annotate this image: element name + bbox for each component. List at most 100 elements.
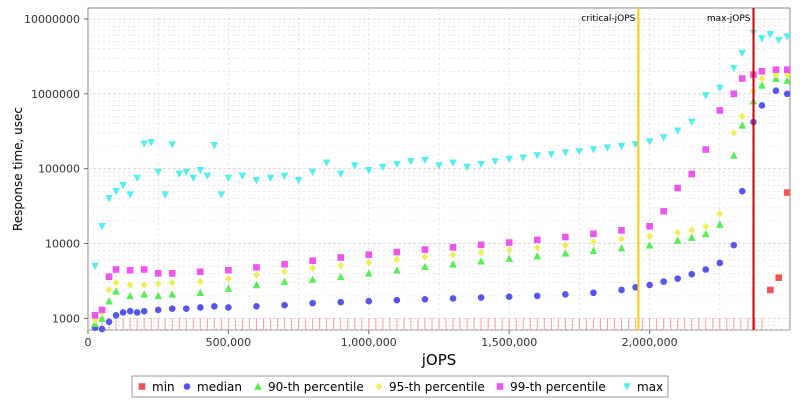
data-point xyxy=(238,172,247,180)
data-point xyxy=(112,266,120,273)
data-point xyxy=(561,249,570,257)
x-tick-label: 500,000 xyxy=(206,336,252,349)
legend-marker xyxy=(375,382,383,391)
data-point xyxy=(590,238,597,246)
data-point xyxy=(140,290,148,298)
data-point xyxy=(217,191,226,199)
data-point xyxy=(632,284,639,291)
series-min xyxy=(767,189,791,294)
data-point xyxy=(421,253,429,261)
legend-item: min xyxy=(138,380,175,394)
series-layer xyxy=(91,29,791,333)
data-point xyxy=(477,241,485,249)
data-point xyxy=(533,252,542,260)
data-point xyxy=(758,67,766,75)
reference-lines: critical-jOPS max-jOPS xyxy=(581,8,755,330)
data-point xyxy=(716,220,724,228)
data-point xyxy=(105,286,113,294)
data-point xyxy=(730,241,738,249)
data-point xyxy=(168,290,177,298)
data-point xyxy=(477,160,485,169)
data-point xyxy=(660,278,667,285)
legend-marker xyxy=(496,383,504,390)
data-point xyxy=(421,295,429,303)
data-point xyxy=(133,174,141,183)
data-point xyxy=(618,227,625,234)
data-point xyxy=(562,290,569,298)
data-point xyxy=(147,139,155,147)
data-point xyxy=(561,149,570,157)
data-point xyxy=(533,236,541,244)
data-point xyxy=(687,118,696,127)
y-tick-label: 1000000 xyxy=(31,88,80,101)
data-point xyxy=(112,187,120,196)
data-point xyxy=(126,307,134,315)
data-point xyxy=(337,298,345,306)
data-point xyxy=(575,148,584,156)
legend: min median 90-th percentile 95-th percentil… xyxy=(131,375,669,398)
legend-label: 95-th percentile xyxy=(389,380,485,394)
data-point xyxy=(393,160,401,169)
data-point xyxy=(783,189,791,196)
data-point xyxy=(758,81,766,89)
x-axis-label: jOPS xyxy=(421,351,457,369)
zero-stubs xyxy=(94,318,763,330)
x-tick-label: 2,000,000 xyxy=(622,336,678,349)
data-point xyxy=(224,284,233,292)
data-point xyxy=(308,168,317,177)
data-point xyxy=(119,309,127,316)
data-point xyxy=(590,230,597,238)
data-point xyxy=(505,155,513,163)
data-point xyxy=(105,318,113,326)
legend-marker xyxy=(183,383,191,390)
data-point xyxy=(716,209,724,218)
data-point xyxy=(308,275,317,283)
data-point xyxy=(91,316,99,324)
data-point xyxy=(646,232,653,241)
data-point xyxy=(225,274,232,283)
data-point xyxy=(533,152,542,160)
data-point xyxy=(365,167,373,175)
data-point xyxy=(91,262,99,271)
data-point xyxy=(294,176,303,185)
data-point xyxy=(98,325,106,333)
data-point xyxy=(738,121,747,129)
data-point xyxy=(379,163,387,172)
data-point xyxy=(562,241,569,250)
data-point xyxy=(772,66,780,73)
data-point xyxy=(674,275,681,282)
data-point xyxy=(701,229,710,238)
data-point xyxy=(281,260,288,268)
data-point xyxy=(182,168,191,177)
data-point xyxy=(168,305,176,312)
series-max xyxy=(91,29,791,271)
data-point xyxy=(617,244,626,252)
x-tick-label: 1,000,000 xyxy=(341,336,397,349)
data-point xyxy=(189,174,198,183)
data-point xyxy=(112,287,120,295)
data-point xyxy=(491,158,499,166)
data-point xyxy=(168,141,177,149)
data-point xyxy=(365,297,373,305)
data-point xyxy=(253,303,260,310)
data-point xyxy=(738,75,746,82)
legend-item: 90-th percentile xyxy=(254,380,364,394)
data-point xyxy=(646,281,653,289)
y-tick-label: 100000 xyxy=(38,163,80,176)
data-point xyxy=(225,266,232,274)
data-point xyxy=(618,235,625,243)
data-point xyxy=(197,277,204,286)
data-point xyxy=(421,262,429,271)
data-point xyxy=(421,246,429,253)
data-point xyxy=(393,248,401,256)
data-point xyxy=(253,271,260,279)
data-point xyxy=(407,158,415,166)
data-point xyxy=(154,291,162,300)
data-point xyxy=(309,257,316,264)
data-point xyxy=(449,260,457,268)
data-point xyxy=(738,187,746,195)
data-point xyxy=(449,250,457,259)
data-point xyxy=(738,112,746,121)
data-point xyxy=(154,279,162,288)
